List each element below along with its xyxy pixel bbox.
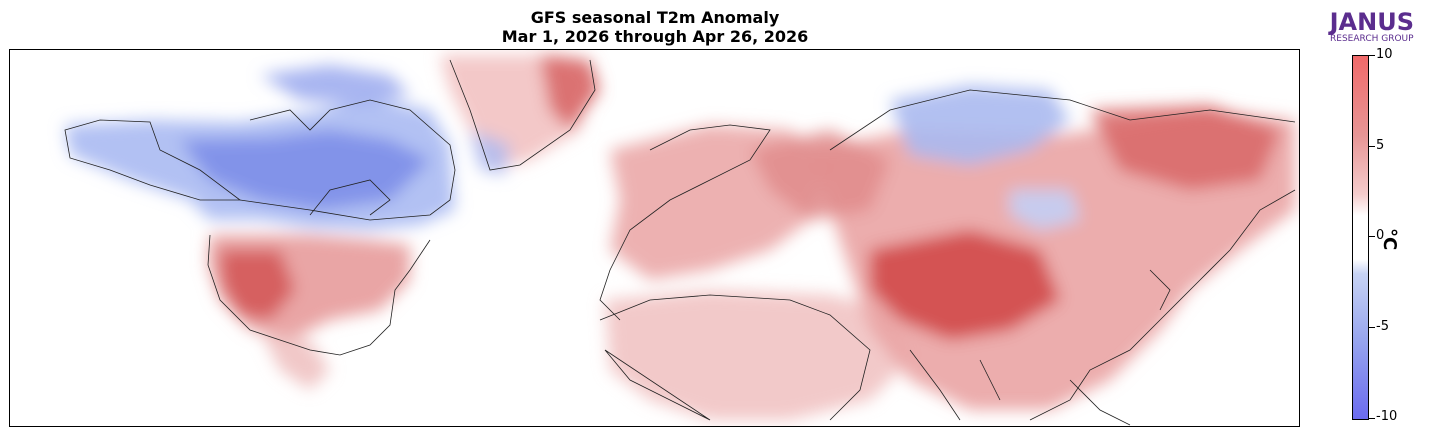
- coastlines: [64, 59, 1296, 426]
- coastline-north-america: [239, 99, 456, 221]
- coastline-japan: [1149, 269, 1171, 311]
- logo-name: JANUS: [1329, 8, 1414, 36]
- colorbar-tick: [1369, 327, 1375, 328]
- map-title: GFS seasonal T2m Anomaly: [530, 8, 780, 27]
- map-canvas: [64, 55, 1296, 426]
- janus-logo: JANUS RESEARCH GROUP: [1330, 10, 1414, 44]
- cold-field-northern-siberia: [890, 85, 1070, 165]
- warm-field-north-africa: [605, 290, 910, 420]
- coastline-europe: [599, 124, 771, 321]
- colorbar-tick: [1369, 146, 1375, 147]
- warm-core-tibetan-plateau: [870, 230, 1060, 340]
- map-date-range: Mar 1, 2026 through Apr 26, 2026: [501, 27, 809, 46]
- colorbar-tick: [1369, 418, 1375, 419]
- coastline-greenland: [449, 59, 596, 171]
- cold-field-central-siberia: [1010, 190, 1080, 230]
- cold-core-canada: [180, 130, 430, 210]
- coastline-asia: [829, 89, 1296, 421]
- colorbar-tick: [1369, 55, 1375, 56]
- colorbar-label-0: 0: [1376, 228, 1385, 243]
- colorbar-tick: [1369, 236, 1375, 237]
- warm-core-us-southwest: [220, 250, 295, 320]
- colorbar-label-10: 10: [1376, 47, 1393, 62]
- warm-core-greenland: [540, 55, 600, 130]
- cold-field-arctic-islands: [260, 65, 410, 105]
- coastline-africa: [599, 294, 871, 421]
- anomaly-map: [9, 49, 1300, 427]
- warm-field-mexico: [260, 330, 330, 390]
- coastline-india: [909, 349, 1001, 421]
- warm-core-east-siberia: [1090, 105, 1280, 190]
- coastline-southeast-asia: [1069, 379, 1131, 426]
- colorbar-label-5: 5: [1376, 138, 1385, 153]
- logo-subtitle: RESEARCH GROUP: [1330, 34, 1414, 44]
- coastline-united-states: [207, 234, 431, 356]
- colorbar-label-neg10: -10: [1376, 409, 1398, 424]
- colorbar: [1352, 55, 1369, 420]
- anomaly-fields: [65, 55, 1295, 420]
- colorbar-label-neg5: -5: [1376, 319, 1389, 334]
- colorbar-unit: °C: [1379, 228, 1400, 251]
- warm-field-russia: [750, 130, 890, 220]
